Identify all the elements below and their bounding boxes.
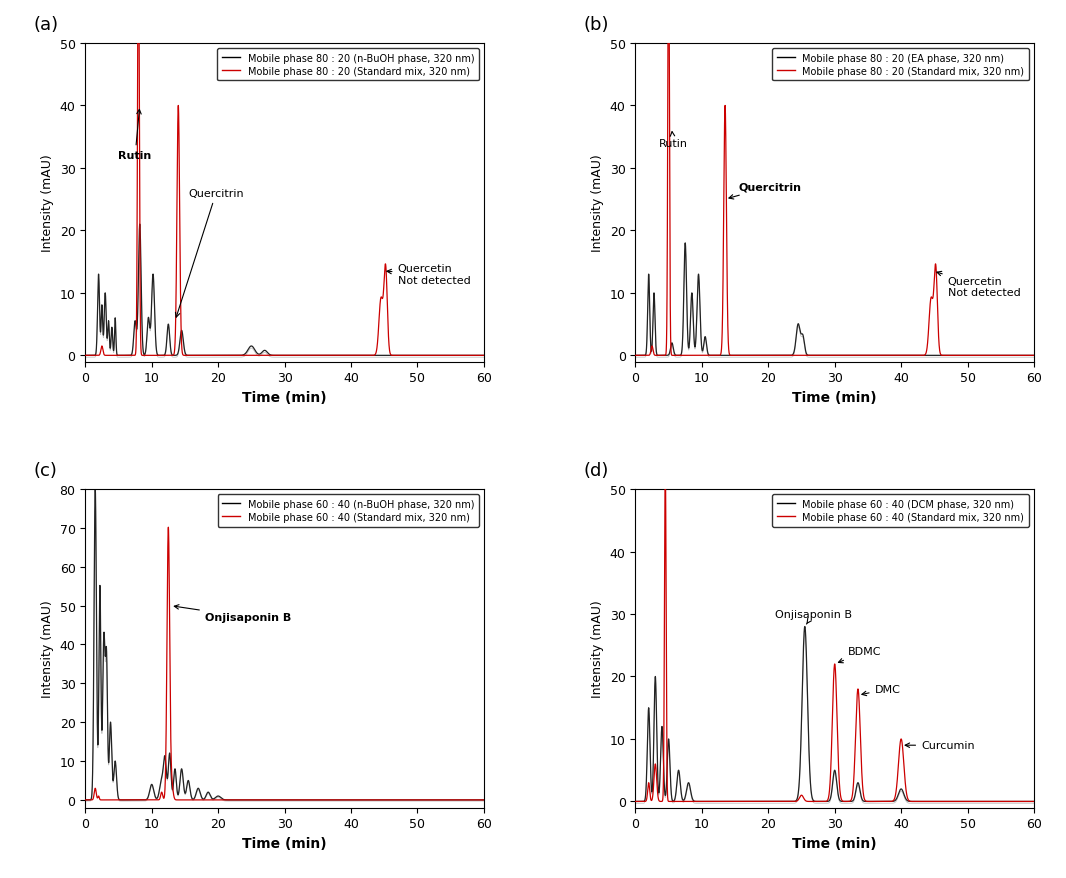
Text: (a): (a) bbox=[33, 17, 59, 34]
X-axis label: Time (min): Time (min) bbox=[242, 391, 327, 405]
X-axis label: Time (min): Time (min) bbox=[792, 836, 877, 850]
Text: Quercitrin: Quercitrin bbox=[176, 189, 244, 318]
Text: Onjisaponin B: Onjisaponin B bbox=[175, 605, 291, 623]
Text: BDMC: BDMC bbox=[839, 647, 882, 663]
Y-axis label: Intensity (mAU): Intensity (mAU) bbox=[592, 600, 604, 697]
Text: (b): (b) bbox=[583, 17, 609, 34]
Text: Quercetin
Not detected: Quercetin Not detected bbox=[387, 264, 470, 285]
X-axis label: Time (min): Time (min) bbox=[792, 391, 877, 405]
Text: (c): (c) bbox=[33, 462, 58, 480]
Text: Quercitrin: Quercitrin bbox=[729, 183, 802, 200]
Text: Rutin: Rutin bbox=[118, 111, 151, 162]
Text: Onjisaponin B: Onjisaponin B bbox=[775, 609, 852, 624]
Legend: Mobile phase 80 : 20 (n-BuOH phase, 320 nm), Mobile phase 80 : 20 (Standard mix,: Mobile phase 80 : 20 (n-BuOH phase, 320 … bbox=[217, 49, 479, 82]
Legend: Mobile phase 60 : 40 (DCM phase, 320 nm), Mobile phase 60 : 40 (Standard mix, 32: Mobile phase 60 : 40 (DCM phase, 320 nm)… bbox=[772, 494, 1029, 527]
Y-axis label: Intensity (mAU): Intensity (mAU) bbox=[41, 155, 54, 252]
Text: (d): (d) bbox=[583, 462, 609, 480]
Text: Rutin: Rutin bbox=[659, 133, 688, 148]
Y-axis label: Intensity (mAU): Intensity (mAU) bbox=[41, 600, 54, 697]
Text: Quercetin
Not detected: Quercetin Not detected bbox=[937, 272, 1020, 298]
Legend: Mobile phase 60 : 40 (n-BuOH phase, 320 nm), Mobile phase 60 : 40 (Standard mix,: Mobile phase 60 : 40 (n-BuOH phase, 320 … bbox=[217, 494, 479, 527]
Legend: Mobile phase 80 : 20 (EA phase, 320 nm), Mobile phase 80 : 20 (Standard mix, 320: Mobile phase 80 : 20 (EA phase, 320 nm),… bbox=[772, 49, 1029, 82]
Text: Curcumin: Curcumin bbox=[905, 740, 974, 751]
Y-axis label: Intensity (mAU): Intensity (mAU) bbox=[592, 155, 604, 252]
Text: DMC: DMC bbox=[862, 684, 901, 696]
X-axis label: Time (min): Time (min) bbox=[242, 836, 327, 850]
